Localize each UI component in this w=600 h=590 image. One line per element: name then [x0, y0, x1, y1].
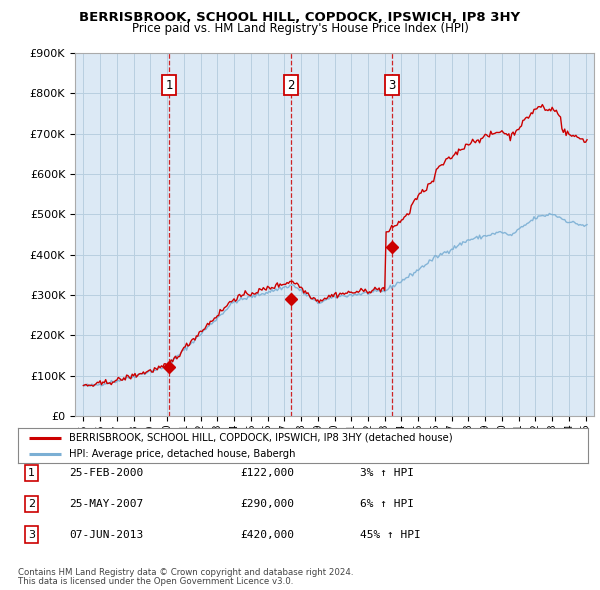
Text: 07-JUN-2013: 07-JUN-2013: [69, 530, 143, 539]
Text: 6% ↑ HPI: 6% ↑ HPI: [360, 499, 414, 509]
Text: This data is licensed under the Open Government Licence v3.0.: This data is licensed under the Open Gov…: [18, 578, 293, 586]
Text: HPI: Average price, detached house, Babergh: HPI: Average price, detached house, Babe…: [70, 450, 296, 459]
Text: £290,000: £290,000: [240, 499, 294, 509]
Text: £122,000: £122,000: [240, 468, 294, 478]
Text: 3: 3: [28, 530, 35, 539]
Text: 1: 1: [166, 79, 173, 92]
Text: BERRISBROOK, SCHOOL HILL, COPDOCK, IPSWICH, IP8 3HY (detached house): BERRISBROOK, SCHOOL HILL, COPDOCK, IPSWI…: [70, 432, 453, 442]
Text: £420,000: £420,000: [240, 530, 294, 539]
Text: BERRISBROOK, SCHOOL HILL, COPDOCK, IPSWICH, IP8 3HY: BERRISBROOK, SCHOOL HILL, COPDOCK, IPSWI…: [79, 11, 521, 24]
Text: 3% ↑ HPI: 3% ↑ HPI: [360, 468, 414, 478]
Text: 45% ↑ HPI: 45% ↑ HPI: [360, 530, 421, 539]
Text: 25-MAY-2007: 25-MAY-2007: [69, 499, 143, 509]
Text: Price paid vs. HM Land Registry's House Price Index (HPI): Price paid vs. HM Land Registry's House …: [131, 22, 469, 35]
Text: Contains HM Land Registry data © Crown copyright and database right 2024.: Contains HM Land Registry data © Crown c…: [18, 568, 353, 577]
Text: 2: 2: [287, 79, 295, 92]
Text: 1: 1: [28, 468, 35, 478]
Text: 2: 2: [28, 499, 35, 509]
Text: 3: 3: [388, 79, 395, 92]
Text: 25-FEB-2000: 25-FEB-2000: [69, 468, 143, 478]
